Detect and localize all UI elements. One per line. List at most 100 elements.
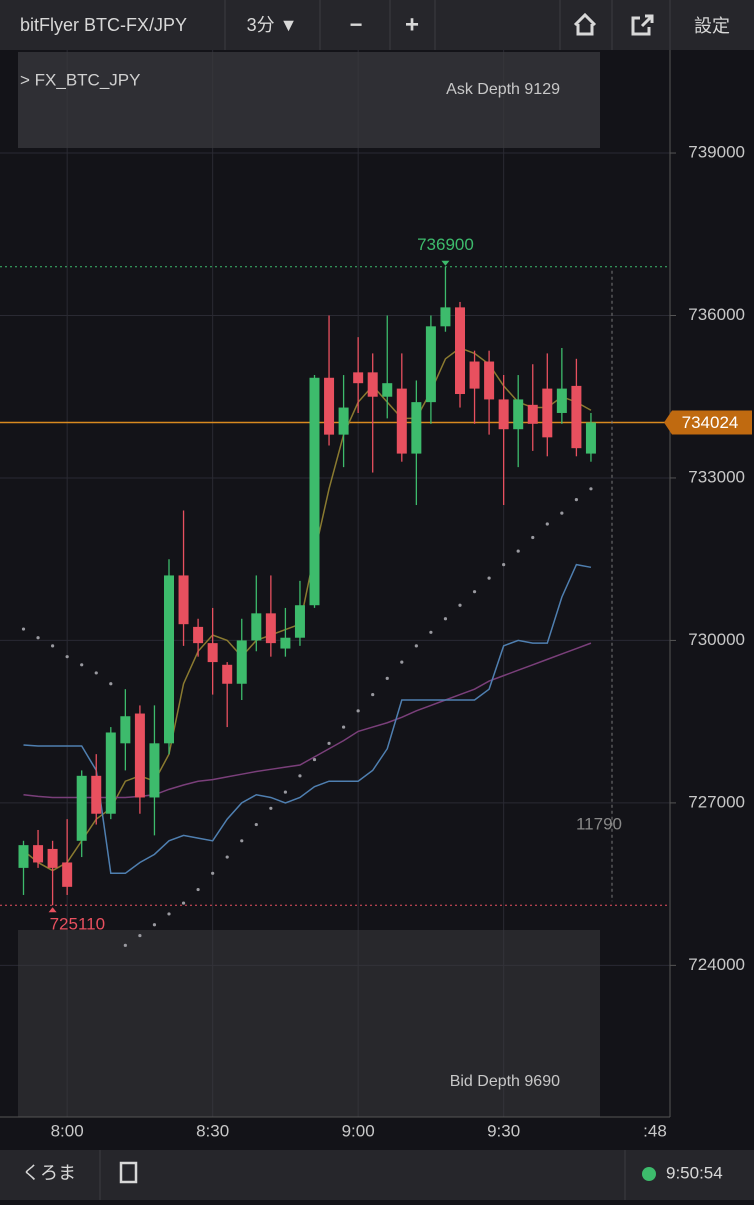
sar-dot: [196, 887, 200, 892]
y-tick-label: 733000: [688, 467, 745, 486]
sar-dot: [181, 901, 186, 905]
indicator-line: [23, 347, 592, 872]
sar-dot: [51, 644, 55, 648]
sar-dot: [472, 590, 477, 594]
low-label: 725110: [50, 915, 105, 934]
sar-dot: [589, 487, 593, 491]
low-marker: [48, 907, 57, 913]
status-dot: [642, 1167, 656, 1181]
y-tick-label: 724000: [688, 955, 745, 974]
candle-body: [18, 845, 29, 868]
sar-dot: [516, 549, 520, 553]
candle-body: [571, 385, 582, 449]
candle-body: [556, 388, 567, 413]
sar-dot: [574, 498, 579, 502]
candle-body: [484, 361, 495, 400]
candle-body: [149, 743, 160, 798]
title: bitFlyer BTC-FX/JPY: [20, 15, 187, 35]
range-label: 11790: [576, 814, 622, 833]
x-tick-label: 8:00: [51, 1121, 84, 1140]
candle-body: [338, 407, 349, 435]
bid-depth-area: [18, 930, 600, 1117]
sar-dot: [560, 511, 564, 515]
clock: 9:50:54: [666, 1163, 723, 1182]
sar-dot: [443, 617, 448, 621]
settings-button[interactable]: 設定: [694, 16, 730, 36]
zoom-in-button[interactable]: +: [405, 11, 419, 38]
candle-body: [527, 404, 538, 424]
sar-dot: [65, 655, 69, 659]
candle-body: [469, 361, 480, 389]
y-tick-label: 739000: [688, 143, 745, 162]
interval-button[interactable]: 3分 ▼: [247, 15, 298, 35]
sar-dot: [36, 636, 40, 640]
candle-body: [513, 399, 524, 430]
x-now-label: :48: [643, 1121, 667, 1140]
candle-body: [265, 613, 276, 644]
sar-dot: [545, 522, 549, 526]
home-button[interactable]: [573, 12, 597, 36]
candle-body: [33, 845, 44, 863]
last-price-tag: [664, 410, 752, 435]
candle-body: [411, 402, 422, 454]
candle-body: [353, 372, 364, 384]
x-tick-label: 8:30: [196, 1121, 229, 1140]
candle-body: [396, 388, 407, 454]
indicator-line: [23, 642, 592, 799]
notes-button[interactable]: [119, 1161, 138, 1184]
sar-dot: [123, 943, 127, 947]
ask-depth: Ask Depth 9129: [446, 81, 560, 98]
candle-body: [47, 848, 58, 868]
sar-dot: [152, 923, 157, 927]
sar-dot: [225, 855, 229, 859]
candle-body: [193, 626, 204, 644]
sar-dot: [502, 563, 506, 567]
candle-body: [309, 377, 320, 606]
candle-body: [222, 664, 233, 684]
sar-dot: [94, 671, 98, 675]
candle-body: [280, 637, 291, 649]
user[interactable]: くろま: [22, 1163, 76, 1183]
ask-depth-area: [18, 52, 600, 148]
sar-dot: [269, 806, 273, 810]
candle-body: [76, 775, 87, 841]
bid-depth: Bid Depth 9690: [450, 1073, 560, 1090]
sar-dot: [312, 757, 317, 762]
sar-dot: [371, 692, 375, 697]
sar-dot: [429, 630, 433, 634]
candle-body: [207, 643, 218, 663]
candle-body: [294, 605, 305, 638]
candle-body: [542, 388, 553, 438]
candle-body: [164, 575, 174, 744]
sar-dot: [80, 663, 84, 667]
y-tick-label: 736000: [688, 305, 745, 324]
symbol: > FX_BTC_JPY: [20, 70, 140, 89]
candle-body: [62, 862, 73, 887]
toolbar: [0, 0, 754, 50]
sar-dot: [385, 676, 389, 680]
sar-dot: [342, 725, 346, 729]
candle-body: [324, 377, 335, 435]
sar-dot: [327, 741, 331, 745]
y-tick-label: 727000: [688, 792, 745, 811]
high-label: 736900: [417, 235, 474, 254]
sar-dot: [138, 933, 142, 938]
sar-dot: [356, 709, 360, 713]
candle-body: [236, 640, 247, 684]
high-marker: [441, 260, 450, 266]
candle-body: [91, 775, 102, 814]
candle-body: [425, 326, 436, 403]
candle-body: [134, 713, 145, 798]
x-tick-label: 9:00: [342, 1121, 375, 1140]
share-button[interactable]: [631, 14, 654, 36]
sar-dot: [400, 660, 404, 664]
sar-dot: [414, 644, 418, 648]
zoom-out-button[interactable]: −: [350, 12, 363, 37]
x-tick-label: 9:30: [487, 1121, 520, 1140]
indicator-line: [23, 563, 592, 875]
sar-dot: [254, 822, 258, 827]
sar-dot: [21, 627, 26, 631]
candle-body: [120, 716, 131, 744]
sar-dot: [211, 871, 215, 875]
